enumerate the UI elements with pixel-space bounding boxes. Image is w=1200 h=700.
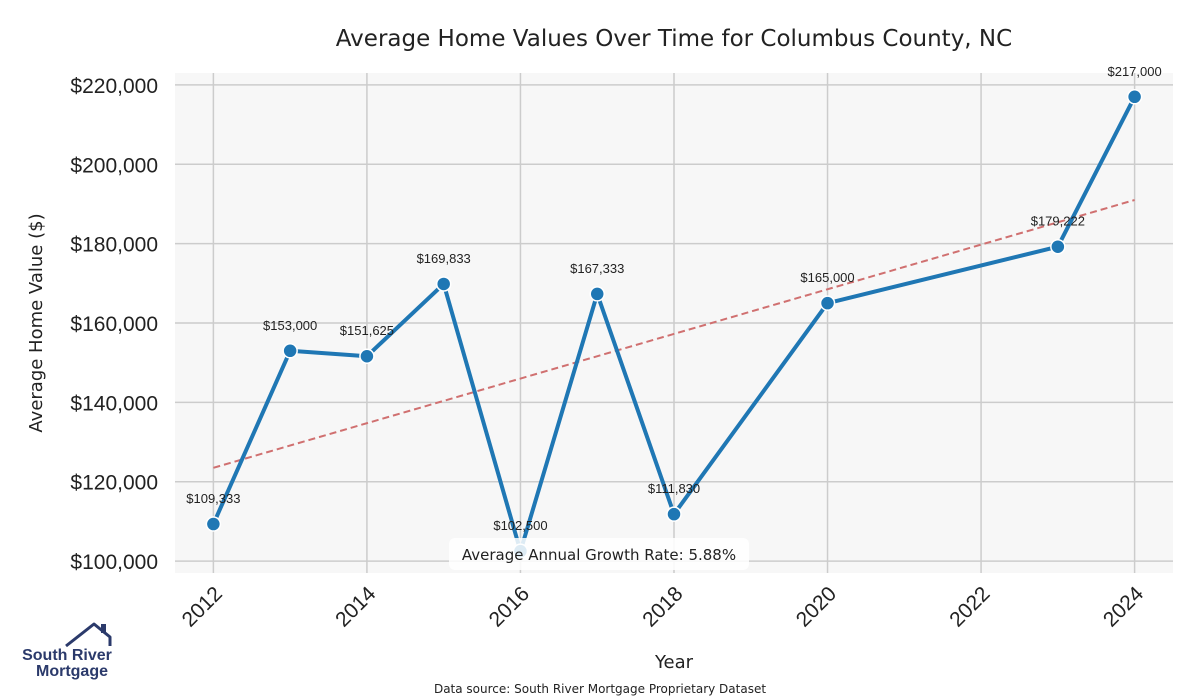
x-tick-label-2: 2016 [485,582,534,631]
y-tick-label-3: $160,000 [70,313,158,336]
data-point-2018 [666,506,682,522]
data-labels: $109,333 $153,000 $151,625 $169,833 $102,500… [186,64,1161,533]
y-tick-label-1: $120,000 [70,472,158,495]
growth-annotation-box [449,538,749,570]
data-label-2016: $102,500 [493,518,547,533]
x-tick-label-1: 2014 [331,582,381,632]
data-label-2013: $153,000 [263,318,317,333]
logo-line-2: Mortgage [36,663,108,680]
x-tick-label-4: 2020 [792,582,841,631]
data-point-2023 [1050,238,1066,255]
x-tick-label-0: 2012 [178,582,227,631]
series-line [211,95,1137,554]
x-tick-label-5: 2022 [945,582,994,631]
chimney-icon [101,624,106,633]
chart-title: Average Home Values Over Time for Columb… [336,26,1012,52]
y-tick-label-5: $200,000 [70,154,158,177]
y-tick-label-0: $100,000 [70,551,158,574]
data-point-2015 [435,276,452,292]
data-point-2017 [589,286,605,302]
data-point-2013 [282,343,298,359]
company-logo: South River Mortgage [22,622,112,680]
data-label-2018: $111,830 [648,481,700,496]
x-tick-label-6: 2024 [1099,582,1149,632]
x-axis-label: Year [654,652,694,673]
trend-line [213,199,1135,469]
data-label-2024: $217,000 [1107,64,1161,79]
data-label-2023: $179,222 [1031,214,1085,229]
data-label-2012: $109,333 [186,491,240,506]
y-tick-label-6: $220,000 [70,75,158,98]
logo-line-1: South River [22,647,112,664]
data-point-2014 [359,348,375,364]
x-tick-labels: 2012 2014 2016 2018 2020 2022 2024 [178,582,1149,632]
growth-annotation-text: Average Annual Growth Rate: 5.88% [462,546,736,564]
data-label-2020: $165,000 [800,270,854,285]
x-tick-label-3: 2018 [638,582,687,631]
data-label-2014: $151,625 [340,323,394,338]
growth-annotation: Average Annual Growth Rate: 5.88% [449,538,749,570]
data-source-note: Data source: South River Mortgage Propri… [434,682,766,696]
data-points [205,89,1143,559]
y-tick-labels: $100,000 $120,000 $140,000 $160,000 $180,000… [70,75,158,574]
grid-lines [175,73,1173,573]
y-tick-label-2: $140,000 [70,392,158,415]
y-axis-label: Average Home Value ($) [26,213,47,432]
data-point-2024 [1126,89,1143,105]
data-point-2012 [205,516,222,532]
data-label-2017: $167,333 [570,261,624,276]
y-tick-label-4: $180,000 [70,234,158,257]
data-point-2020 [819,295,836,311]
data-label-2015: $169,833 [417,251,471,266]
